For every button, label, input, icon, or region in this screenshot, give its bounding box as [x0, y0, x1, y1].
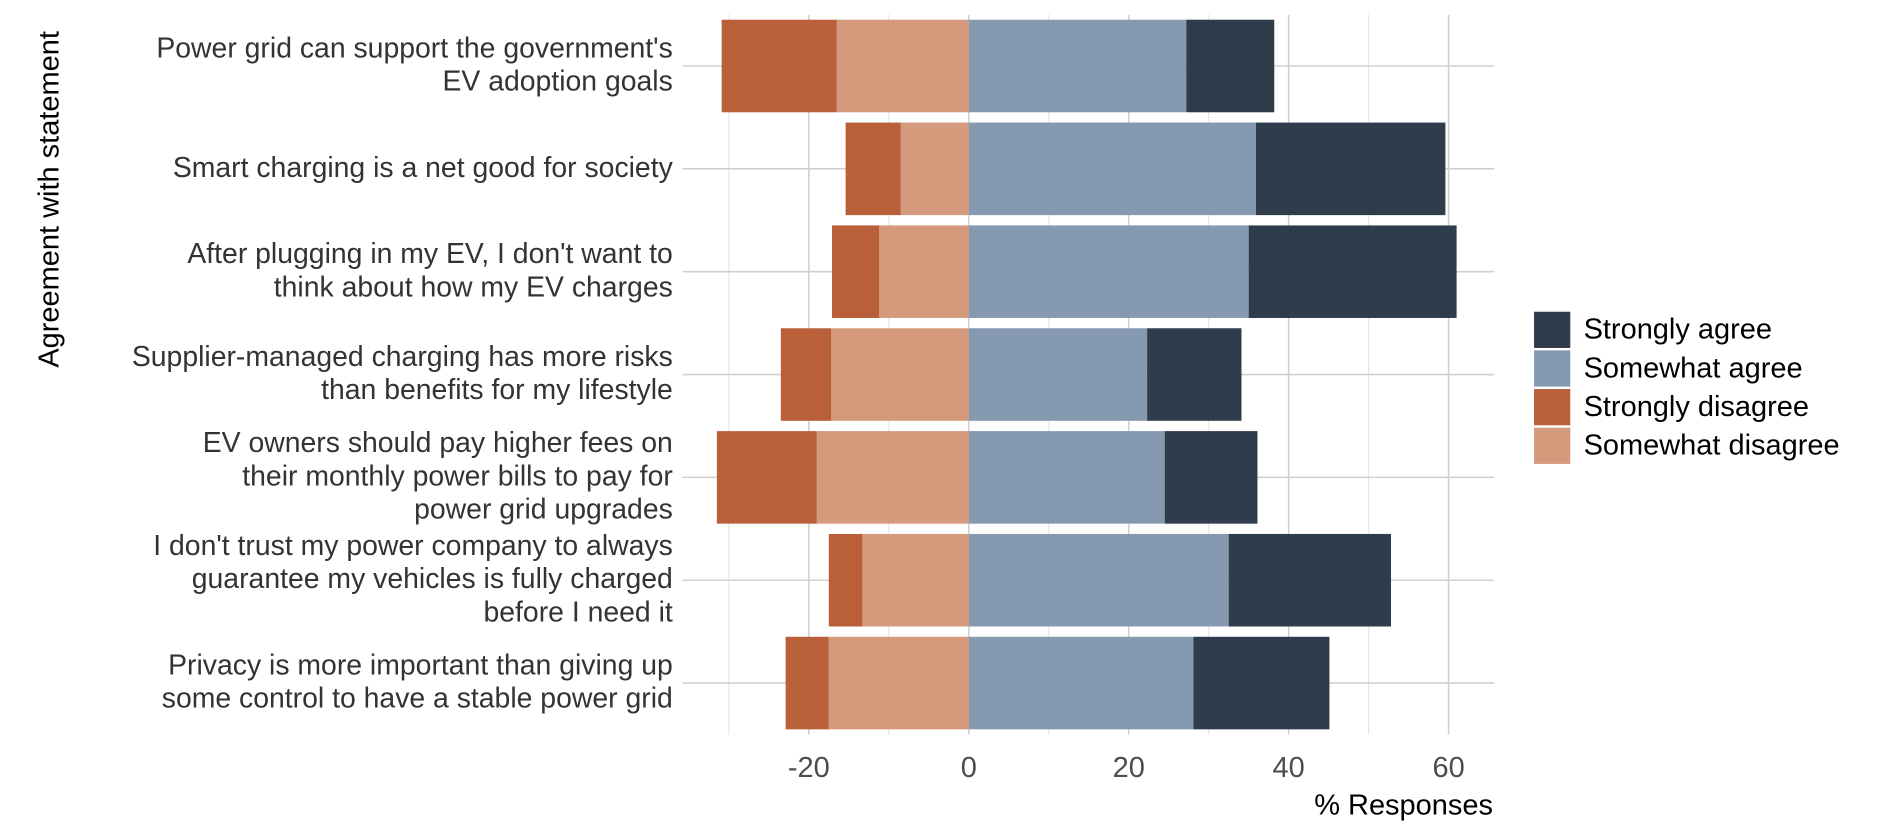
legend-key — [1534, 427, 1571, 464]
legend-label: Strongly agree — [1584, 314, 1772, 346]
y-tick-label: I don't trust my power company to always… — [153, 530, 673, 628]
bar — [968, 636, 1194, 730]
y-axis-title: Agreement with statement — [33, 31, 65, 368]
bar — [828, 533, 863, 627]
legend-label: Strongly disagree — [1584, 391, 1809, 423]
y-tick-label: After plugging in my EV, I don't want to… — [187, 238, 672, 303]
bar — [831, 328, 969, 421]
bar — [1147, 328, 1242, 421]
bar — [716, 431, 817, 524]
bar — [816, 431, 969, 524]
bar — [968, 533, 1229, 627]
bar — [968, 19, 1187, 113]
legend-key — [1534, 389, 1571, 426]
bar — [862, 533, 969, 627]
bars — [716, 19, 1457, 730]
y-tick-label: Power grid can support the government's E… — [156, 32, 672, 97]
bar — [845, 122, 901, 216]
bar — [1193, 636, 1330, 730]
bar — [1228, 533, 1392, 627]
x-tick-label: 60 — [1432, 752, 1464, 784]
bar — [836, 19, 969, 113]
legend-label: Somewhat agree — [1584, 352, 1803, 384]
y-tick-label: Smart charging is a net good for society — [173, 151, 674, 183]
x-tick-label: -20 — [788, 752, 830, 784]
bar — [900, 122, 969, 216]
legend-label: Somewhat disagree — [1584, 430, 1840, 462]
bar — [968, 431, 1165, 524]
legend-key — [1534, 350, 1571, 387]
x-axis-title: % Responses — [1314, 790, 1493, 822]
y-tick-label: Supplier-managed charging has more risks… — [132, 340, 673, 405]
bar — [879, 225, 969, 318]
y-tick-label: Privacy is more important than giving up… — [162, 649, 673, 714]
bar — [968, 122, 1256, 216]
x-tick-label: 20 — [1113, 752, 1145, 784]
bar — [828, 636, 969, 730]
bar — [785, 636, 829, 730]
bar — [780, 328, 832, 421]
bar — [1186, 19, 1275, 113]
y-tick-label: EV owners should pay higher fees on their… — [203, 427, 673, 525]
x-tick-label: 0 — [961, 752, 977, 784]
bar — [721, 19, 837, 113]
bar — [1248, 225, 1457, 318]
bar — [1164, 431, 1258, 524]
x-tick-label: 40 — [1273, 752, 1305, 784]
bar — [968, 225, 1249, 318]
legend-key — [1534, 311, 1571, 348]
bar — [832, 225, 880, 318]
bar — [968, 328, 1148, 421]
bar — [1255, 122, 1446, 216]
